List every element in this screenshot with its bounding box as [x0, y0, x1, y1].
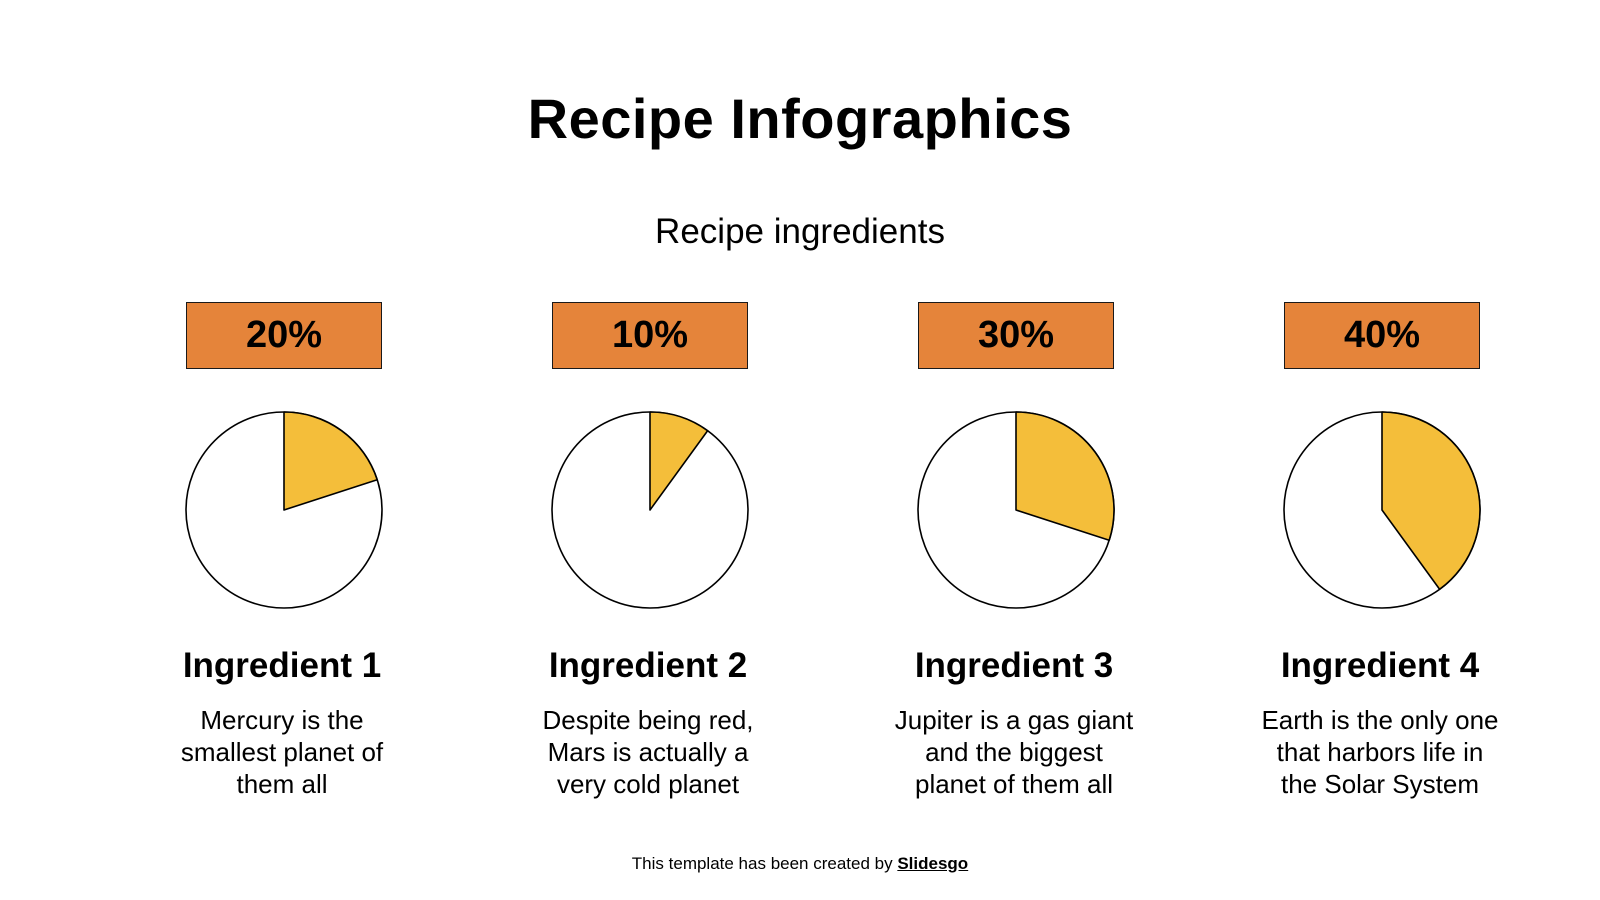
pie-slice [649, 411, 709, 511]
percent-badge: 20% [186, 302, 382, 369]
pie-chart-icon [917, 411, 1115, 609]
slide-subtitle: Recipe ingredients [655, 212, 945, 251]
ingredient-card-2: 10% Ingredient 2 Despite being red, Mars… [498, 0, 798, 900]
ingredient-description: Jupiter is a gas giant and the biggest p… [894, 705, 1134, 799]
percent-badge: 10% [552, 302, 748, 369]
ingredient-description: Earth is the only one that harbors life … [1261, 705, 1499, 799]
footer-text: This template has been created by [631, 854, 898, 873]
ingredient-description: Despite being red, Mars is actually a ve… [542, 705, 754, 799]
ingredient-title: Ingredient 3 [914, 646, 1114, 685]
ingredient-card-3: 30% Ingredient 3 Jupiter is a gas giant … [864, 0, 1164, 900]
footer-credit: This template has been created by Slides… [0, 854, 1600, 874]
ingredient-card-4: 40% Ingredient 4 Earth is the only one t… [1230, 0, 1530, 900]
ingredient-card-1: 20% Ingredient 1 Mercury is the smallest… [132, 0, 432, 900]
pie-slice [1015, 411, 1115, 542]
ingredient-description: Mercury is the smallest planet of them a… [180, 705, 384, 799]
ingredient-title: Ingredient 2 [548, 646, 748, 685]
ingredient-title: Ingredient 1 [182, 646, 382, 685]
pie-chart-icon [185, 411, 383, 609]
pie-chart-icon [551, 411, 749, 609]
ingredient-title: Ingredient 4 [1280, 646, 1480, 685]
pie-chart-icon [1283, 411, 1481, 609]
slidesgo-link[interactable]: Slidesgo [897, 854, 969, 873]
percent-badge: 40% [1284, 302, 1480, 369]
pie-slice [1381, 411, 1481, 591]
slide-title: Recipe Infographics [527, 87, 1073, 150]
pie-slice [283, 411, 378, 511]
percent-badge: 30% [918, 302, 1114, 369]
